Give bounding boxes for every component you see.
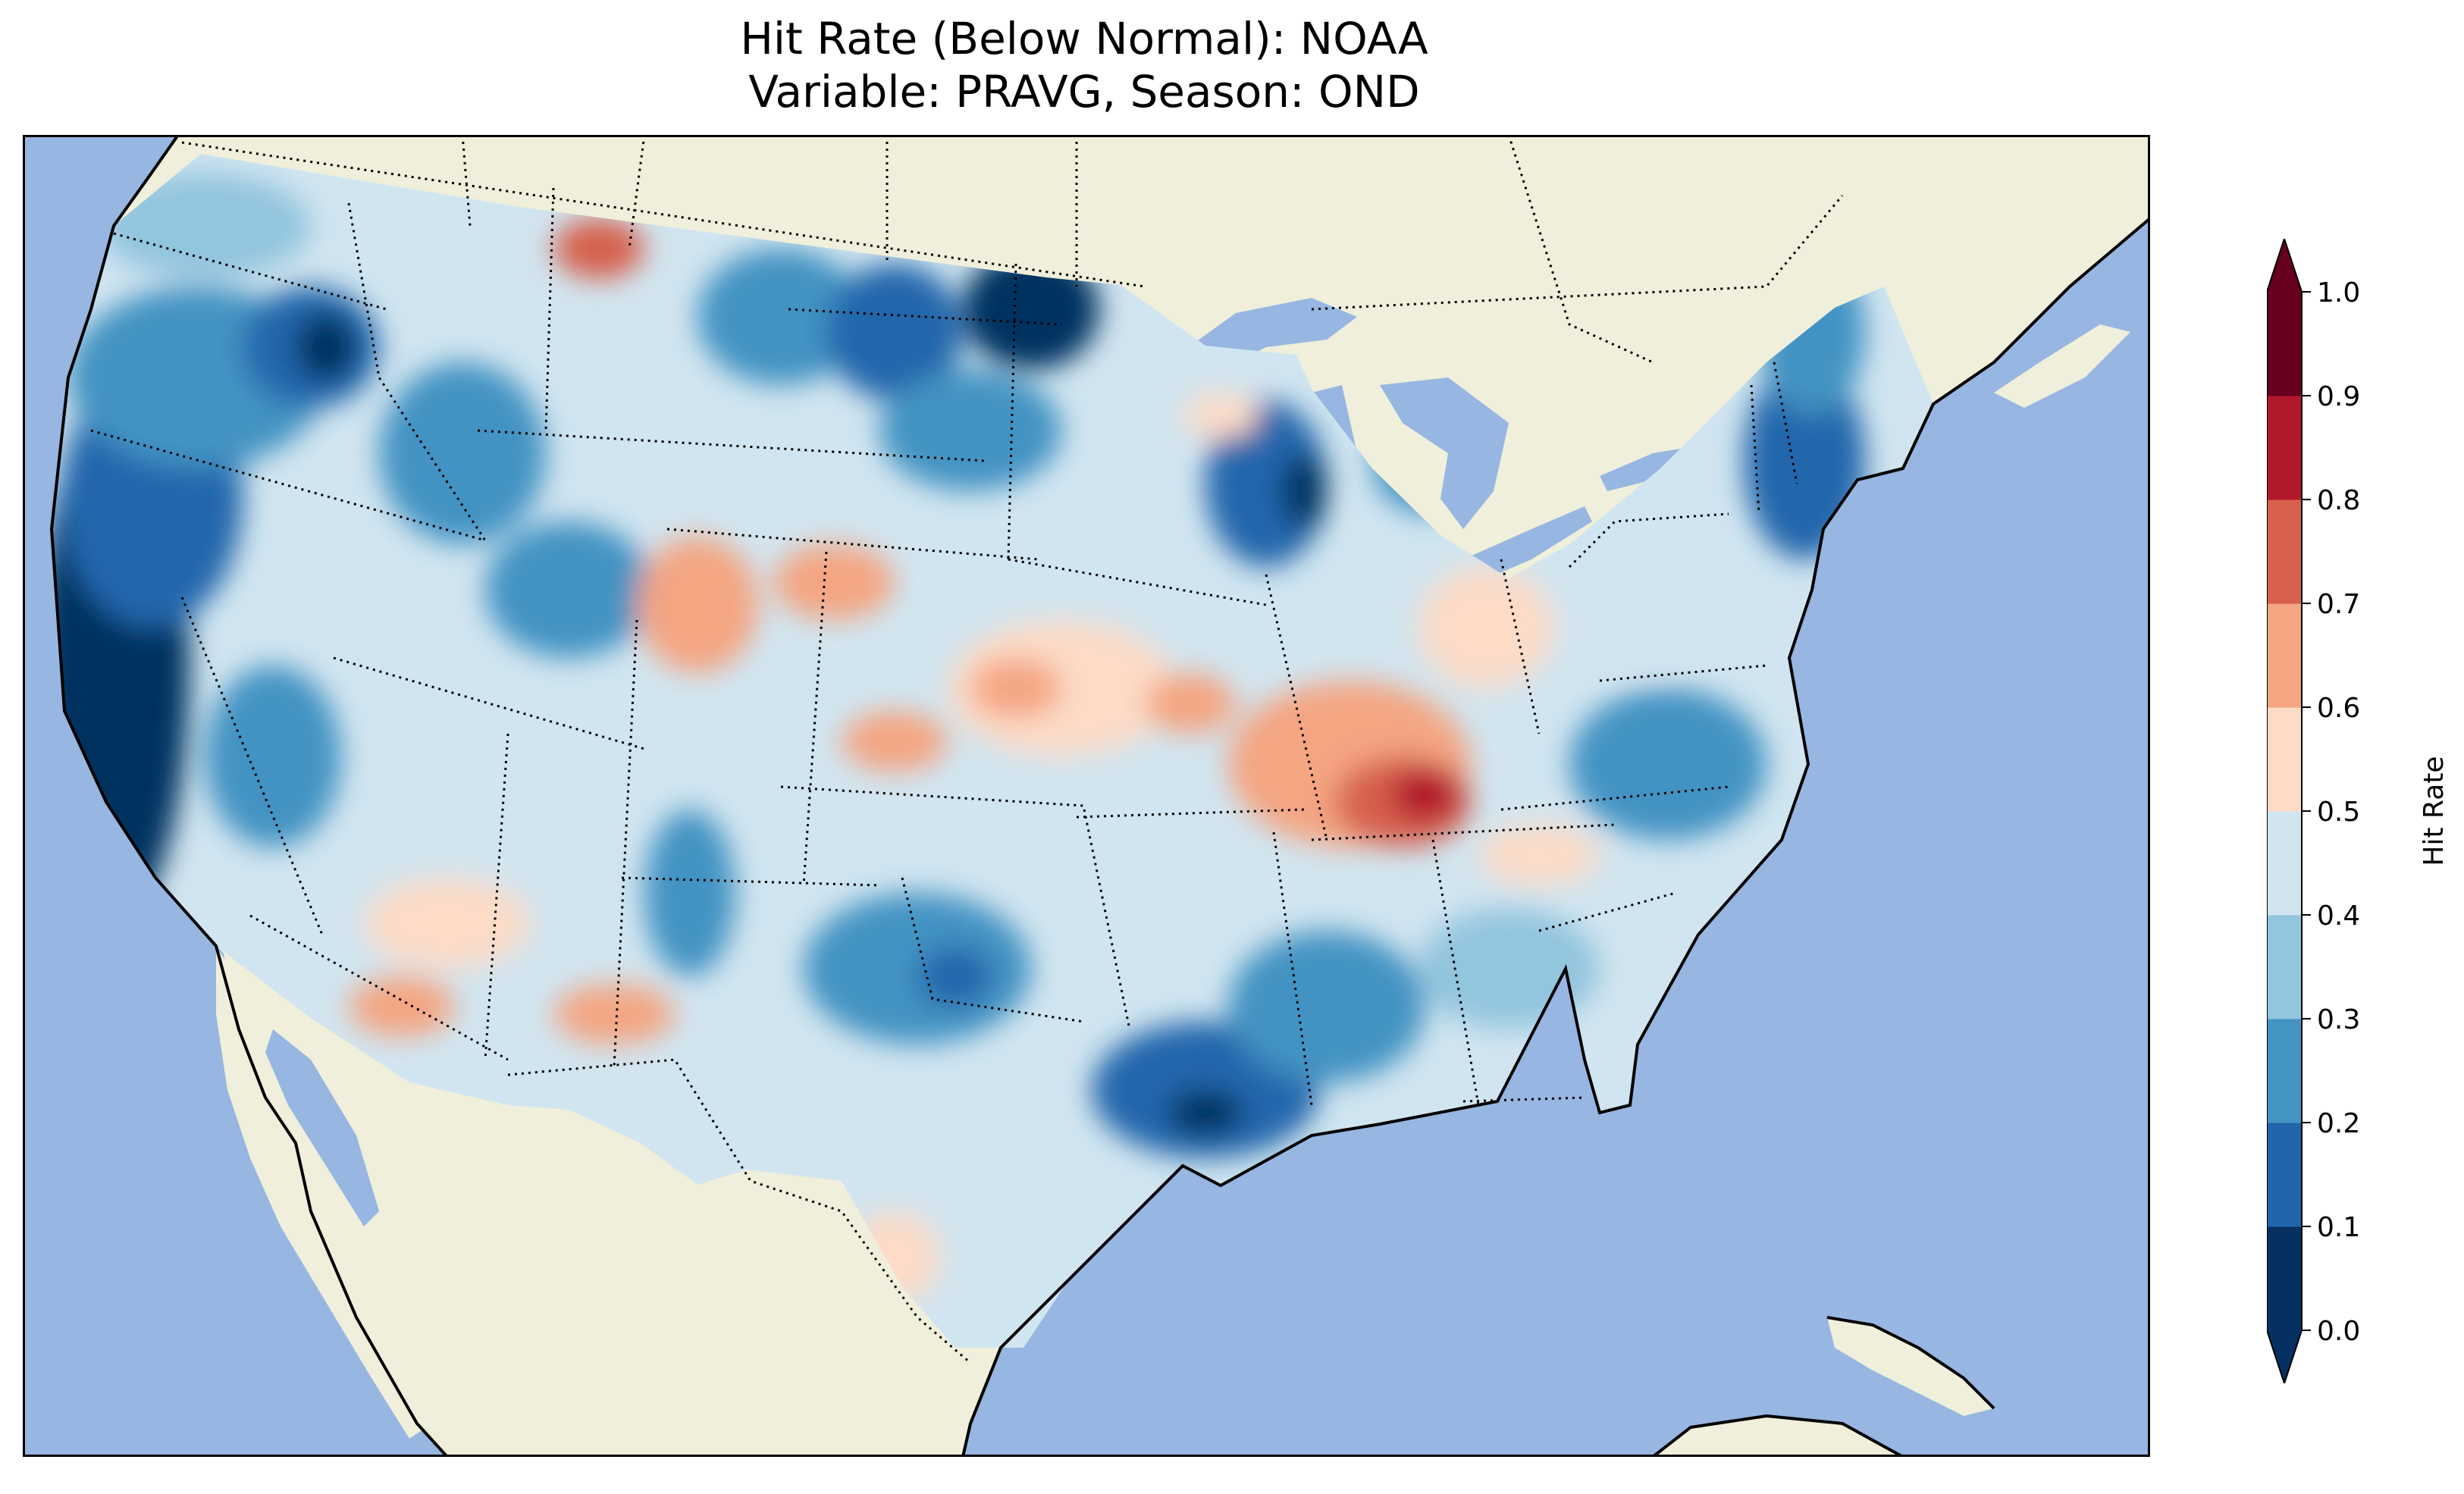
gulf-of-california — [265, 1029, 379, 1226]
region-upper-midwest-warm — [1183, 393, 1259, 438]
region-nebraska — [773, 544, 895, 620]
region-colorado-north — [637, 537, 758, 673]
colorbar-tick-label: 0.0 — [2317, 1316, 2360, 1347]
colorbar-tick-label: 0.4 — [2317, 900, 2360, 932]
lake-erie — [1463, 506, 1592, 582]
region-kansas-east — [970, 658, 1061, 719]
border-dakotas — [788, 308, 1062, 326]
chart-title: Hit Rate (Below Normal): NOAA — [740, 13, 1428, 64]
colorbar-tick-label: 0.5 — [2317, 797, 2360, 828]
region-virginia — [1569, 688, 1766, 840]
border-arizona-mexico — [249, 914, 509, 1061]
coastline-atlantic-gulf — [961, 217, 2150, 1457]
border-maryland — [1599, 664, 1767, 682]
region-kansas-west — [842, 711, 948, 772]
colorbar-tick-label: 0.7 — [2317, 589, 2360, 620]
colorbar-segment — [2267, 396, 2302, 500]
border-nebraska-north — [666, 528, 1039, 561]
colorbar-extend-max — [2267, 239, 2302, 292]
colorbar-label: Hit Rate — [2419, 756, 2450, 866]
region-arizona-central — [364, 878, 531, 969]
baja-peninsula — [216, 946, 432, 1439]
colorbar-tick-label: 0.6 — [2317, 693, 2360, 724]
region-north-dakota — [826, 264, 963, 400]
region-louisiana-core — [1168, 1090, 1243, 1135]
map-frame — [23, 135, 2150, 1457]
border-iowa-south — [1008, 558, 1267, 606]
border-pennsylvania-north — [1568, 512, 1729, 568]
region-arizona-south — [349, 976, 455, 1037]
colorbar: 0.0 0.1 0.2 0.3 0.4 0.5 0.6 0.7 0.8 0.9 1.0 Hit Ra… — [2267, 239, 2450, 1383]
state-borders — [90, 187, 1798, 1106]
coastlines — [49, 135, 2150, 1457]
region-mississippi-alabama — [1228, 931, 1425, 1082]
colorbar-segment — [2267, 1226, 2302, 1331]
south-america-tip — [1653, 1416, 1903, 1457]
chart-subtitle: Variable: PRAVG, Season: OND — [748, 66, 1420, 117]
region-wisconsin-core — [1281, 453, 1327, 529]
border-wyoming-north — [477, 429, 986, 462]
border-canada-province-2 — [628, 135, 646, 249]
border-tennessee-south — [1311, 823, 1616, 841]
region-oklahoma-texas — [804, 893, 1031, 1045]
region-idaho-core — [296, 313, 356, 381]
colorbar-ticks: 0.0 0.1 0.2 0.3 0.4 0.5 0.6 0.7 0.8 0.9 1.0 — [2302, 277, 2360, 1347]
colorbar-tick-label: 0.9 — [2317, 381, 2360, 412]
region-illinois-south — [1145, 673, 1236, 734]
region-new-mexico-south — [553, 984, 675, 1045]
border-ohio-west — [1500, 559, 1541, 734]
colorbar-tick-label: 0.8 — [2317, 485, 2360, 516]
border-carolinas — [1538, 891, 1676, 932]
coastline-cuba — [1826, 1316, 1995, 1410]
colorbar-cells — [2267, 239, 2303, 1383]
border-vermont-nh — [1773, 362, 1798, 484]
border-kansas-west — [802, 551, 828, 886]
region-pennsylvania — [1554, 537, 1721, 673]
region-montana-north — [553, 218, 644, 279]
colorbar-tick-label: 1.0 — [2317, 277, 2360, 309]
nova-scotia — [1994, 324, 2130, 408]
cuba — [1827, 1317, 1994, 1416]
region-nevada — [205, 666, 341, 847]
colorbar-tick-label: 0.1 — [2317, 1212, 2360, 1243]
region-montana-west — [379, 362, 546, 544]
border-canada-province-5 — [1507, 135, 1654, 364]
coastline-south-america — [1651, 1414, 1904, 1457]
region-washington — [99, 173, 311, 279]
border-canada-province-1 — [461, 135, 472, 227]
colorbar-segment — [2267, 811, 2302, 916]
region-tennessee-east — [1478, 825, 1600, 885]
border-illinois-indiana — [1265, 574, 1328, 841]
border-mississippi — [1272, 832, 1313, 1106]
colorbar-segment — [2267, 603, 2302, 708]
colorbar-segment — [2267, 292, 2302, 396]
region-kentucky-peak — [1391, 768, 1459, 821]
colorbar-segment — [2267, 500, 2302, 604]
colorbar-extend-min — [2267, 1330, 2302, 1383]
country-borders — [181, 135, 1844, 1364]
colorbar-segment — [2267, 1019, 2302, 1123]
region-wyoming — [485, 521, 652, 658]
lake-huron — [1380, 377, 1509, 529]
border-minnesota-west — [1007, 263, 1017, 560]
region-ohio-indiana — [1418, 567, 1554, 688]
colorbar-tick-label: 0.3 — [2317, 1004, 2360, 1035]
colorbar-tick-label: 0.2 — [2317, 1108, 2360, 1139]
region-oklahoma-core — [917, 946, 993, 1007]
colorbar-segment — [2267, 915, 2302, 1019]
colorbar-segment — [2267, 1123, 2302, 1227]
map-panel — [23, 135, 2150, 1457]
region-south-dakota — [879, 370, 1061, 491]
border-us-canada-east — [1311, 195, 1844, 311]
coastline-pacific — [49, 135, 449, 1457]
border-oklahoma-north — [621, 876, 880, 887]
border-new-york-east — [1750, 384, 1760, 515]
region-north-dakota-west — [698, 249, 864, 385]
colorbar-segment — [2267, 707, 2302, 812]
region-new-mexico — [644, 810, 735, 976]
border-texas-oklahoma — [901, 877, 1085, 1023]
border-kansas-south — [780, 785, 1085, 807]
